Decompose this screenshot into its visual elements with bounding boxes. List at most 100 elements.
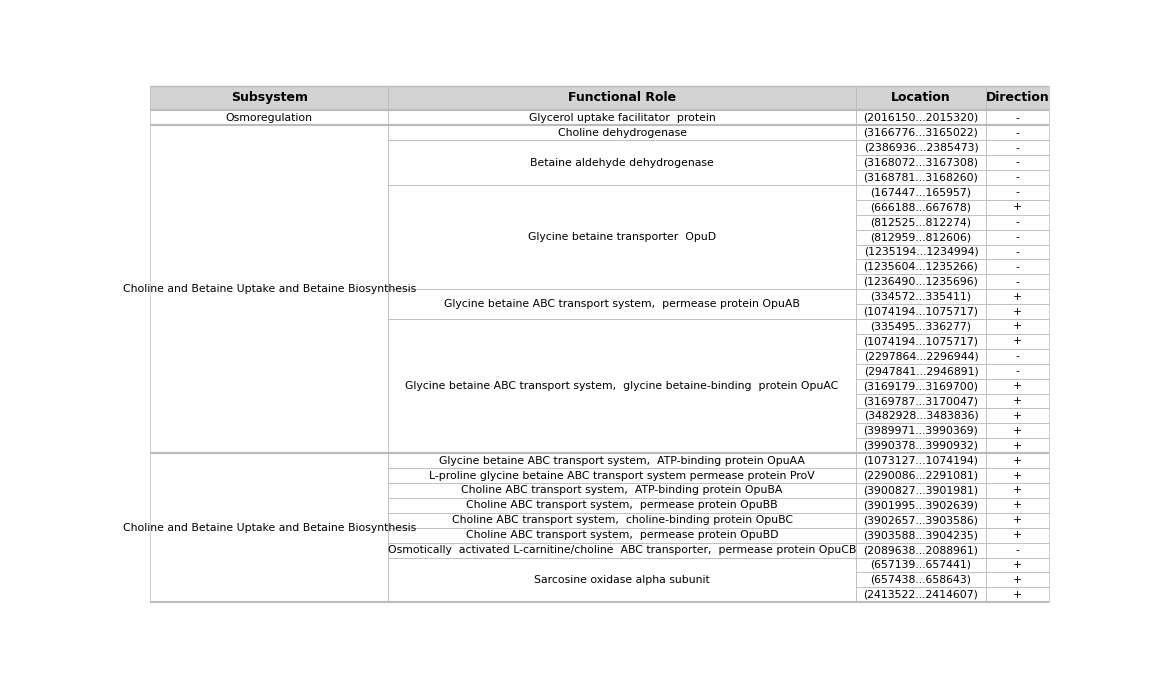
Text: -: - <box>1016 157 1019 168</box>
Text: (1235604...1235266): (1235604...1235266) <box>863 262 978 272</box>
Text: +: + <box>1013 306 1023 317</box>
Text: Location: Location <box>892 91 951 104</box>
Text: (3169179...3169700): (3169179...3169700) <box>863 381 978 391</box>
Bar <box>986 170 1049 185</box>
Text: (657139...657441): (657139...657441) <box>870 560 971 570</box>
Bar <box>388 289 855 319</box>
Bar <box>388 319 855 453</box>
Bar <box>986 394 1049 409</box>
Bar <box>986 200 1049 215</box>
Text: Choline ABC transport system,  permease protein OpuBD: Choline ABC transport system, permease p… <box>466 530 778 540</box>
Text: (812525...812274): (812525...812274) <box>870 217 971 227</box>
Bar <box>855 155 986 170</box>
Bar <box>388 483 855 498</box>
Text: -: - <box>1016 128 1019 138</box>
Bar <box>388 86 855 110</box>
Text: -: - <box>1016 142 1019 153</box>
Bar <box>855 498 986 513</box>
Bar <box>150 86 388 110</box>
Bar <box>986 185 1049 200</box>
Text: -: - <box>1016 187 1019 197</box>
Bar <box>855 274 986 289</box>
Text: (3902657...3903586): (3902657...3903586) <box>863 516 978 525</box>
Text: (2386936...2385473): (2386936...2385473) <box>863 142 978 153</box>
Text: +: + <box>1013 336 1023 347</box>
Text: -: - <box>1016 247 1019 257</box>
Bar <box>986 409 1049 424</box>
Bar <box>855 513 986 528</box>
Bar <box>986 125 1049 140</box>
Bar <box>150 110 388 125</box>
Text: +: + <box>1013 411 1023 421</box>
Text: (1074194...1075717): (1074194...1075717) <box>863 306 978 317</box>
Text: (1073127...1074194): (1073127...1074194) <box>863 456 978 466</box>
Bar <box>855 229 986 244</box>
Bar <box>855 543 986 558</box>
Bar <box>388 528 855 543</box>
Text: (3168781...3168260): (3168781...3168260) <box>863 172 978 183</box>
Bar <box>855 319 986 334</box>
Text: -: - <box>1016 366 1019 376</box>
Bar <box>986 259 1049 274</box>
Bar <box>855 558 986 573</box>
Bar <box>986 587 1049 602</box>
Text: Choline dehydrogenase: Choline dehydrogenase <box>558 128 687 138</box>
Bar <box>855 125 986 140</box>
Bar <box>986 334 1049 349</box>
Bar <box>986 319 1049 334</box>
Text: Glycine betaine transporter  OpuD: Glycine betaine transporter OpuD <box>528 232 716 242</box>
Text: Choline ABC transport system,  permease protein OpuBB: Choline ABC transport system, permease p… <box>467 501 778 510</box>
Bar <box>150 453 388 602</box>
Text: +: + <box>1013 456 1023 466</box>
Text: -: - <box>1016 217 1019 227</box>
Bar <box>986 543 1049 558</box>
Text: Subsystem: Subsystem <box>230 91 308 104</box>
Bar <box>855 304 986 319</box>
Text: +: + <box>1013 590 1023 600</box>
Text: +: + <box>1013 381 1023 391</box>
Bar <box>855 379 986 394</box>
Text: (335495...336277): (335495...336277) <box>870 321 971 332</box>
Text: (1074194...1075717): (1074194...1075717) <box>863 336 978 347</box>
Bar <box>388 543 855 558</box>
Text: Glycine betaine ABC transport system,  glycine betaine-binding  protein OpuAC: Glycine betaine ABC transport system, gl… <box>406 381 839 391</box>
Bar <box>388 513 855 528</box>
Bar <box>986 110 1049 125</box>
Bar <box>855 573 986 587</box>
Bar <box>986 155 1049 170</box>
Text: (3168072...3167308): (3168072...3167308) <box>863 157 978 168</box>
Bar <box>855 334 986 349</box>
Bar <box>855 439 986 453</box>
Bar <box>986 140 1049 155</box>
Text: (334572...335411): (334572...335411) <box>870 291 971 302</box>
Bar <box>855 259 986 274</box>
Text: (1235194...1234994): (1235194...1234994) <box>863 247 978 257</box>
Text: (1236490...1235696): (1236490...1235696) <box>863 276 978 287</box>
Text: L-proline glycine betaine ABC transport system permease protein ProV: L-proline glycine betaine ABC transport … <box>429 471 815 481</box>
Text: -: - <box>1016 113 1019 123</box>
Text: (812959...812606): (812959...812606) <box>870 232 971 242</box>
Bar <box>388 110 855 125</box>
Text: (3901995...3902639): (3901995...3902639) <box>863 501 978 510</box>
Text: Osmotically  activated L-carnitine/choline  ABC transporter,  permease protein O: Osmotically activated L-carnitine/cholin… <box>388 545 856 555</box>
Bar <box>855 409 986 424</box>
Bar <box>855 215 986 229</box>
Bar <box>855 364 986 379</box>
Bar <box>855 528 986 543</box>
Bar <box>855 587 986 602</box>
Text: +: + <box>1013 575 1023 585</box>
Bar <box>388 185 855 289</box>
Text: +: + <box>1013 441 1023 451</box>
Text: (167447...165957): (167447...165957) <box>870 187 971 197</box>
Text: Choline and Betaine Uptake and Betaine Biosynthesis: Choline and Betaine Uptake and Betaine B… <box>123 284 415 294</box>
Text: Betaine aldehyde dehydrogenase: Betaine aldehyde dehydrogenase <box>530 157 714 168</box>
Text: (666188...667678): (666188...667678) <box>870 202 971 212</box>
Text: Osmoregulation: Osmoregulation <box>226 113 312 123</box>
Text: (2413522...2414607): (2413522...2414607) <box>863 590 978 600</box>
Bar <box>986 215 1049 229</box>
Bar <box>855 453 986 468</box>
Text: -: - <box>1016 351 1019 362</box>
Bar <box>855 349 986 364</box>
Bar <box>986 379 1049 394</box>
Bar <box>986 483 1049 498</box>
